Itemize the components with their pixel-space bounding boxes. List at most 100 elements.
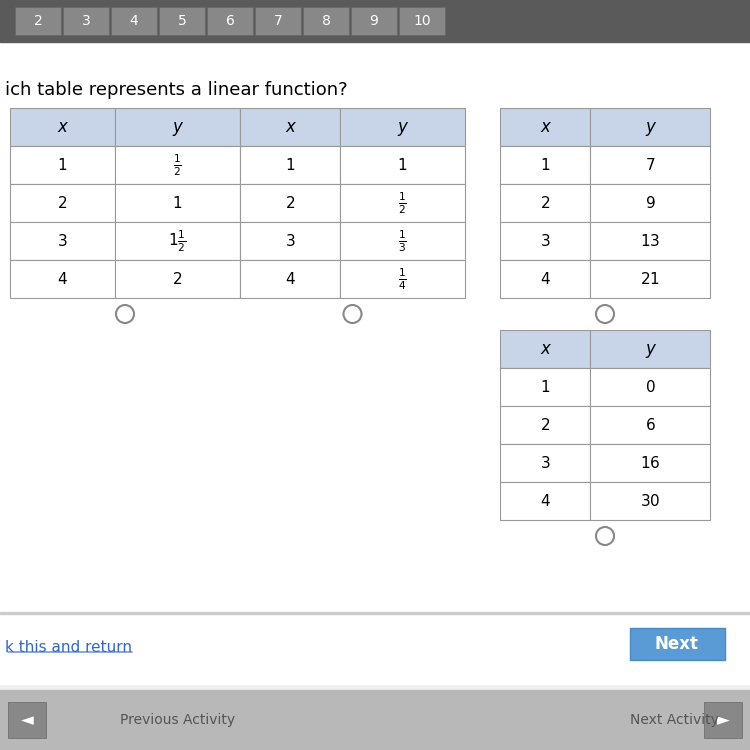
Text: k this and return: k this and return (5, 640, 132, 656)
Bar (340, 222, 465, 260)
Bar (500, 108, 590, 146)
Bar (340, 108, 465, 146)
Bar (255, 7, 301, 35)
Text: $\frac{1}{4}$: $\frac{1}{4}$ (398, 266, 407, 292)
Bar (15, 7, 61, 35)
Bar (590, 222, 710, 260)
Bar (590, 482, 710, 520)
Bar (0, 690, 750, 750)
Bar (115, 260, 240, 298)
Text: $\frac{1}{2}$: $\frac{1}{2}$ (398, 190, 407, 216)
Text: y: y (398, 118, 407, 136)
Bar (340, 260, 465, 298)
Bar (0, 614, 750, 684)
Bar (240, 260, 340, 298)
Text: $0$: $0$ (645, 379, 656, 395)
Text: y: y (645, 340, 655, 358)
Text: $30$: $30$ (640, 493, 660, 509)
Text: Next: Next (655, 635, 699, 653)
Circle shape (596, 527, 614, 545)
Bar (10, 108, 115, 146)
Bar (0, 0, 750, 42)
Bar (500, 406, 590, 444)
Text: $3$: $3$ (285, 233, 296, 249)
Bar (340, 184, 465, 222)
Text: $2$: $2$ (58, 195, 68, 211)
Text: x: x (58, 118, 68, 136)
Text: $2$: $2$ (172, 271, 182, 287)
Bar (630, 628, 725, 660)
Bar (0, 612, 750, 614)
Text: 10: 10 (413, 14, 430, 28)
Text: $1$: $1$ (540, 157, 550, 173)
Text: $1$: $1$ (398, 157, 408, 173)
Bar (10, 222, 115, 260)
Text: $1$: $1$ (57, 157, 68, 173)
Text: 7: 7 (274, 14, 282, 28)
Bar (240, 108, 340, 146)
Bar (590, 146, 710, 184)
Text: x: x (540, 118, 550, 136)
Text: $21$: $21$ (640, 271, 660, 287)
Circle shape (344, 305, 362, 323)
Bar (590, 260, 710, 298)
Text: 8: 8 (322, 14, 331, 28)
Text: Next Activity: Next Activity (630, 713, 718, 727)
Bar (240, 184, 340, 222)
Bar (0, 42, 750, 612)
Text: $3$: $3$ (57, 233, 68, 249)
Bar (590, 108, 710, 146)
Bar (115, 108, 240, 146)
Text: $2$: $2$ (285, 195, 295, 211)
Text: $2$: $2$ (540, 195, 550, 211)
Bar (111, 7, 157, 35)
Bar (500, 146, 590, 184)
Text: $7$: $7$ (645, 157, 656, 173)
Bar (240, 222, 340, 260)
Text: y: y (645, 118, 655, 136)
Text: x: x (540, 340, 550, 358)
Text: 4: 4 (130, 14, 138, 28)
Bar (115, 222, 240, 260)
Text: $3$: $3$ (540, 455, 550, 471)
Bar (590, 330, 710, 368)
Bar (399, 7, 445, 35)
Bar (340, 146, 465, 184)
Bar (351, 7, 397, 35)
Text: ◄: ◄ (21, 711, 33, 729)
Text: $1$: $1$ (285, 157, 295, 173)
Text: $3$: $3$ (540, 233, 550, 249)
Circle shape (116, 305, 134, 323)
Text: $1\frac{1}{2}$: $1\frac{1}{2}$ (168, 228, 187, 254)
Text: $\frac{1}{3}$: $\frac{1}{3}$ (398, 228, 407, 254)
Text: $4$: $4$ (284, 271, 296, 287)
Bar (590, 368, 710, 406)
Text: 3: 3 (82, 14, 90, 28)
Text: $4$: $4$ (539, 493, 550, 509)
Text: Previous Activity: Previous Activity (120, 713, 236, 727)
Text: 9: 9 (370, 14, 379, 28)
Bar (590, 444, 710, 482)
Bar (63, 7, 109, 35)
Text: $4$: $4$ (57, 271, 68, 287)
Text: $4$: $4$ (539, 271, 550, 287)
Text: ►: ► (717, 711, 729, 729)
Bar (500, 444, 590, 482)
Text: $2$: $2$ (540, 417, 550, 433)
Text: x: x (285, 118, 295, 136)
Bar (207, 7, 253, 35)
Text: $9$: $9$ (645, 195, 656, 211)
Bar (10, 146, 115, 184)
Text: 2: 2 (34, 14, 42, 28)
Circle shape (596, 305, 614, 323)
Bar (500, 482, 590, 520)
Bar (500, 184, 590, 222)
Text: y: y (172, 118, 182, 136)
Bar (590, 406, 710, 444)
Text: $1$: $1$ (540, 379, 550, 395)
Bar (500, 368, 590, 406)
Bar (115, 184, 240, 222)
Bar (240, 146, 340, 184)
Bar (500, 222, 590, 260)
Bar (10, 184, 115, 222)
